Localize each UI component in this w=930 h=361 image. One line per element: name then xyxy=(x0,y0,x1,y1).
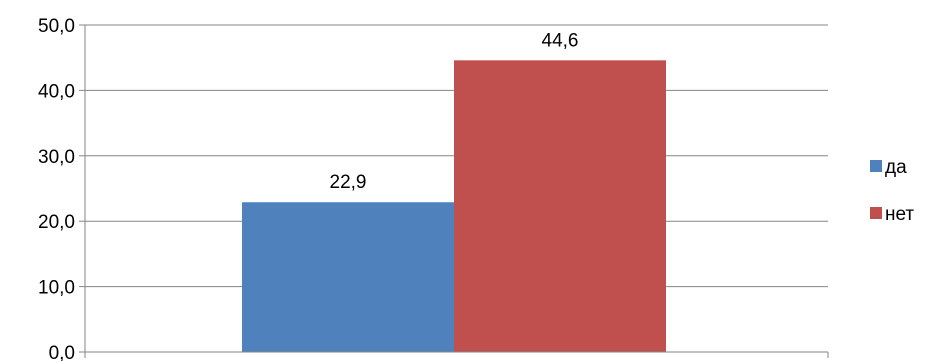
data-label: 22,9 xyxy=(330,172,367,193)
data-label: 44,6 xyxy=(542,30,579,51)
legend: да нет xyxy=(870,157,914,225)
data-labels: 22,9 44,6 xyxy=(330,30,579,193)
bar-net xyxy=(454,60,666,352)
bars xyxy=(242,60,666,352)
y-tick-labels: 0,0 10,0 20,0 30,0 40,0 50,0 xyxy=(38,16,75,361)
y-tick-label: 20,0 xyxy=(38,212,75,233)
y-tick-label: 40,0 xyxy=(38,81,75,102)
legend-label: да xyxy=(885,157,907,178)
y-tick-label: 30,0 xyxy=(38,147,75,168)
legend-swatch xyxy=(870,160,882,172)
legend-label: нет xyxy=(885,204,914,225)
bar-da xyxy=(242,202,454,352)
y-tick-label: 10,0 xyxy=(38,278,75,299)
y-tick-label: 0,0 xyxy=(49,343,75,361)
y-tick-label: 50,0 xyxy=(38,16,75,37)
axes xyxy=(79,24,829,358)
legend-swatch xyxy=(870,207,882,219)
